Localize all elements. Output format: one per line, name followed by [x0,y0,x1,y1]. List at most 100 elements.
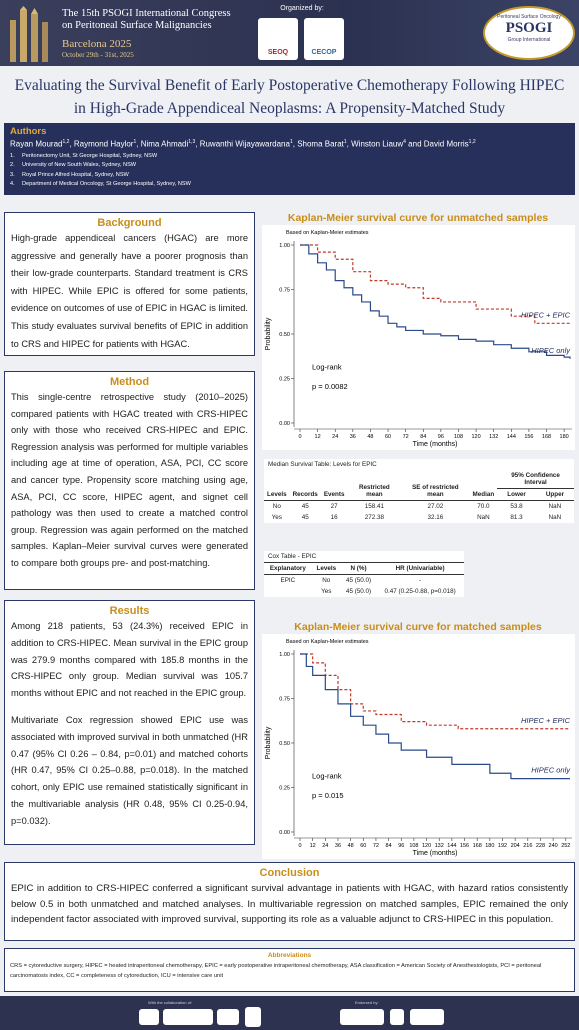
series-label: HIPEC only [531,766,571,775]
table-cell: 53.8 [510,503,523,510]
author-affiliation: 4 [403,139,406,145]
x-tick-label: 156 [524,434,533,440]
x-tick-label: 144 [447,843,456,849]
y-tick-label: 0.50 [279,332,290,338]
author-names: Rayan Mourad1,2, Raymond Haylor1, Nima A… [10,139,476,149]
table-header: Events [320,470,348,501]
survival-curve [300,244,570,324]
abbreviations-text: CRS = cytoreductive surgery, HIPEC = hea… [10,963,542,979]
header: The 15th PSOGI International Congress on… [0,0,579,66]
author-affiliation: 1 [343,139,347,145]
author-affiliation: 1 [289,139,293,145]
x-tick-label: 156 [460,843,469,849]
conclusion-heading: Conclusion [259,867,320,879]
organized-by: Organized by: [280,5,324,12]
table-header: Explanatory [264,562,312,575]
collab-logo [163,1009,213,1025]
x-tick-label: 132 [435,843,444,849]
survival-curve [300,244,571,359]
table-cell: 45 [301,503,309,510]
series-label: HIPEC + EPIC [521,716,571,725]
author-name: Rayan Mourad [10,139,63,149]
table-row: EPIC No 45 (50.0) - [264,575,464,587]
affiliation: 1. Peritonectomy Unit, St George Hospital… [10,152,575,162]
series-label: HIPEC only [531,346,571,355]
median-table-wrap: Median Survival Table: Levels for EPIC L… [264,459,574,523]
table-cell: 70.0 [477,503,490,510]
y-tick-label: 0.00 [279,830,290,836]
table-cell: - [419,577,422,584]
x-tick-label: 0 [298,434,301,440]
table-cell: NaN [548,503,562,510]
table-header: Lower [497,488,536,501]
collab-logo [245,1007,261,1027]
table-cell: 45 (50.0) [345,577,372,584]
author-name: Winston Liauw [351,139,404,149]
y-axis-label: Probability [265,317,272,350]
seoq-logo: SEOQ [258,18,298,60]
congress-city: Barcelona 2025 [62,38,132,50]
table-header: Levels [264,470,290,501]
background-text: High-grade appendiceal cancers (HGAC) ar… [11,233,248,349]
cox-table-wrap: Cox Table - EPIC Explanatory Levels N (%) H… [264,551,464,597]
x-tick-label: 216 [523,843,532,849]
table-cell: Yes [321,588,332,595]
affiliation-number: 3. [10,171,15,178]
table-header-row: Lower Upper [264,488,574,501]
collab-logo [139,1009,159,1025]
table-cell: NaN [548,514,562,521]
x-tick-label: 72 [403,434,409,440]
cathedral-icon [10,6,48,62]
y-tick-label: 0.25 [279,786,290,792]
affiliation-number: 2. [10,162,15,169]
median-table: Levels Records Events Restricted mean SE of … [264,470,574,523]
author-name: Shoma Barat [297,139,344,149]
y-tick-label: 1.00 [279,243,290,249]
series-label: HIPEC + EPIC [521,310,571,319]
survival-curve [300,653,570,780]
results-box: Results Among 218 patients, 53 (24.3%) r… [4,600,255,845]
psogi-bottom: Group International [507,37,551,43]
x-tick-label: 180 [560,434,569,440]
x-tick-label: 144 [507,434,516,440]
cox-table: Explanatory Levels N (%) HR (Univariable) EP… [264,562,464,597]
table-header: Median [469,470,498,501]
table-cell: 27.02 [427,503,444,510]
table-cell: Yes [271,514,282,521]
affiliation-text: University of New South Wales, Sydney, N… [22,162,137,169]
table-cell: 45 [301,514,309,521]
results-heading: Results [109,605,150,617]
x-tick-label: 36 [350,434,356,440]
table-row: No 45 27 158.41 27.02 70.0 53.8 NaN [264,501,574,513]
table-row: Yes 45 (50.0) 0.47 (0.25-0.88, p=0.018) [264,586,464,597]
x-tick-label: 36 [335,843,341,849]
x-tick-label: 60 [360,843,366,849]
table-cell: 32.16 [427,514,444,521]
endorse-logo [340,1009,384,1025]
affiliation-text: Peritonectomy Unit, St George Hospital, … [22,152,158,159]
y-axis-label: Probability [265,726,272,759]
authors-box: Authors Rayan Mourad1,2, Raymond Haylor1… [4,123,575,195]
congress-line2: on Peritoneal Surface Malignancies [62,20,212,31]
author-affiliation: 1,2 [468,139,476,145]
chart-subtitle: Based on Kaplan-Meier estimates [286,230,369,236]
x-tick-label: 108 [409,843,418,849]
method-text: This single-centre retrospective study (… [11,392,248,568]
x-tick-label: 12 [315,434,321,440]
background-heading: Background [97,217,162,229]
table-header: N (%) [340,562,377,575]
x-tick-label: 96 [438,434,444,440]
endorsed-label: Endorsed by: [355,1000,379,1005]
x-tick-label: 48 [367,434,373,440]
x-tick-label: 24 [332,434,338,440]
x-tick-label: 12 [310,843,316,849]
affiliation: 4. Department of Medical Oncology, St Geo… [10,180,575,190]
km-matched-title: Kaplan-Meier survival curve for matched … [294,621,542,633]
affiliation: 2. University of New South Wales, Sydney,… [10,161,575,171]
psogi-name: PSOGI [505,20,553,36]
table-cell: 27 [330,503,338,510]
x-tick-label: 192 [498,843,507,849]
x-tick-label: 252 [561,843,570,849]
results-text-2: Multivariate Cox regression showed EPIC … [11,714,248,826]
poster-title: Evaluating the Survival Benefit of Early… [14,77,565,117]
